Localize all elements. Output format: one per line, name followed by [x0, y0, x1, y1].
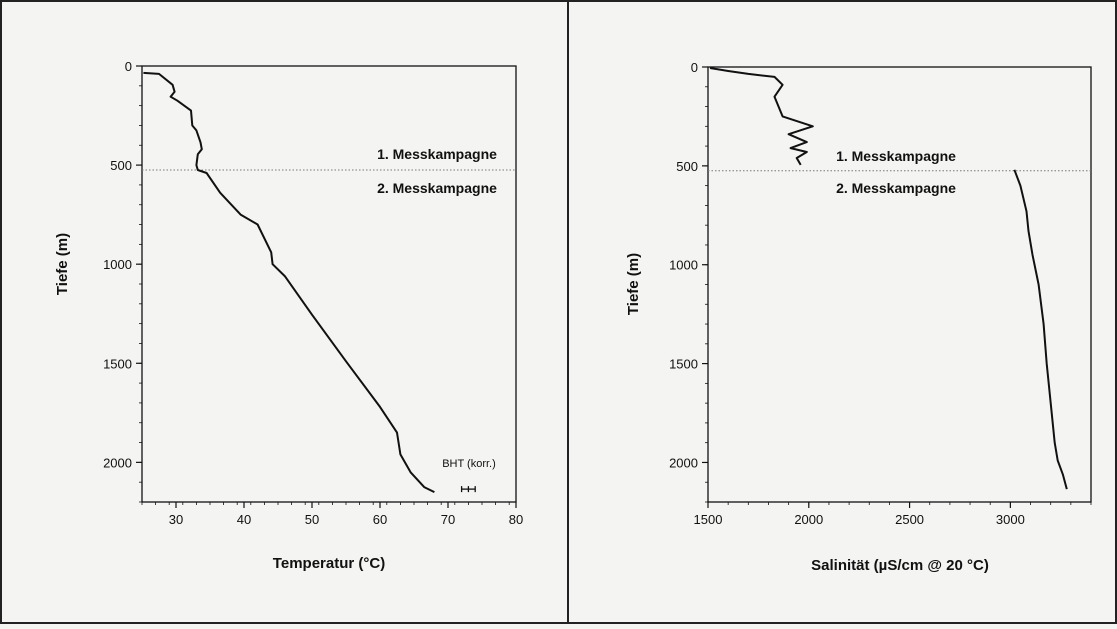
x-tick-label: 2500	[895, 512, 924, 527]
salinity-panel: Salinität (µS/cm @ 20 °C) Tiefe (m) 1. M…	[625, 60, 1092, 574]
x-tick-label: 3000	[996, 512, 1025, 527]
campaign-label-2: 2. Messkampagne	[836, 180, 956, 196]
bht-label: BHT (korr.)	[442, 458, 496, 470]
y-tick-label: 0	[125, 59, 132, 74]
x-tick-label: 1500	[694, 512, 723, 527]
x-axis-label: Temperatur (°C)	[273, 555, 385, 572]
x-tick-label: 30	[169, 512, 183, 527]
y-axis-label: Tiefe (m)	[54, 233, 71, 295]
x-axis-label: Salinität (µS/cm @ 20 °C)	[811, 557, 989, 574]
y-axis-label: Tiefe (m)	[625, 253, 642, 315]
y-tick-label: 1000	[669, 258, 698, 273]
temperature-panel: Temperatur (°C) Tiefe (m) 1. Messkampagn…	[54, 59, 523, 572]
x-tick-label: 70	[441, 512, 455, 527]
y-tick-label: 1500	[103, 356, 132, 371]
series-line-0	[143, 71, 435, 493]
y-tick-label: 1500	[669, 357, 698, 372]
series-line-1	[1013, 169, 1068, 490]
y-tick-label: 500	[676, 159, 698, 174]
campaign-label-1: 1. Messkampagne	[377, 146, 497, 162]
x-tick-label: 80	[509, 512, 523, 527]
x-tick-label: 50	[305, 512, 319, 527]
campaign-label-1: 1. Messkampagne	[836, 148, 956, 164]
y-tick-label: 500	[110, 158, 132, 173]
x-tick-label: 60	[373, 512, 387, 527]
campaign-label-2: 2. Messkampagne	[377, 180, 497, 196]
y-tick-label: 2000	[103, 455, 132, 470]
y-tick-label: 2000	[669, 455, 698, 470]
y-tick-label: 1000	[103, 257, 132, 272]
y-tick-label: 0	[691, 60, 698, 75]
x-tick-label: 40	[237, 512, 251, 527]
series-line-0	[709, 67, 814, 166]
x-tick-label: 2000	[794, 512, 823, 527]
